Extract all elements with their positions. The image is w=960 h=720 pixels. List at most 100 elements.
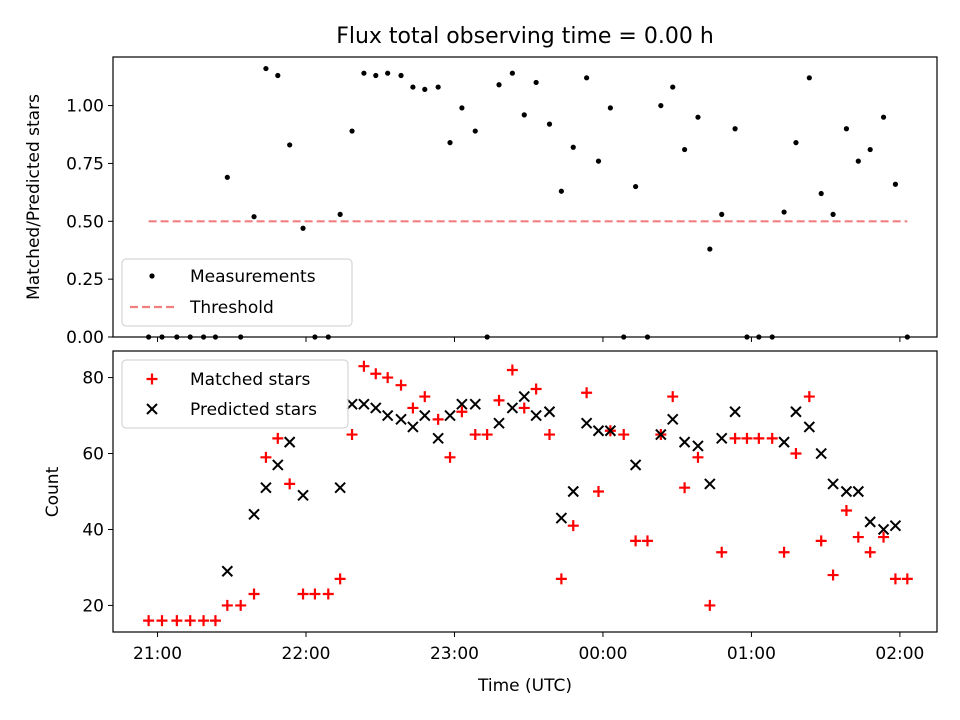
predicted-stars-point xyxy=(877,523,890,536)
predicted-stars-point xyxy=(260,481,272,494)
matched-stars-point xyxy=(864,546,876,558)
measurements-point xyxy=(732,126,738,132)
matched-stars-point xyxy=(235,599,247,611)
matched-stars-point xyxy=(716,546,728,558)
matched-stars-point xyxy=(432,413,444,425)
measurements-point xyxy=(607,105,613,111)
top-plot-frame xyxy=(112,56,938,338)
measurements-point xyxy=(658,102,664,109)
matched-stars-point xyxy=(901,573,913,585)
matched-stars-point xyxy=(790,448,802,460)
predicted-stars-point xyxy=(432,432,444,445)
matched-stars-point xyxy=(284,478,296,490)
matched-stars-point xyxy=(370,368,382,380)
measurements-point xyxy=(447,140,453,146)
predicted-stars-point xyxy=(678,436,691,448)
matched-stars-point xyxy=(766,432,778,444)
predicted-stars-point xyxy=(444,409,456,422)
x-axis-label: Time (UTC) xyxy=(477,676,572,696)
matched-stars-point xyxy=(518,402,530,414)
measurements-point xyxy=(300,225,306,231)
matched-stars-point xyxy=(156,615,168,627)
measurements-point xyxy=(251,214,257,220)
predicted-stars-point xyxy=(716,432,728,445)
matched-stars-point xyxy=(272,432,284,444)
bottom-axes: 20 40 60 80 21:00 22:00 23:00 00:00 01:00 02:00 xyxy=(82,369,924,664)
predicted-stars-point xyxy=(815,447,827,460)
matched-stars-point xyxy=(248,588,260,600)
measurements-point xyxy=(892,181,899,187)
bottom-panel: Count Time (UTC) 20 40 60 80 21:00 22:00 23:00… xyxy=(43,350,938,696)
legend-predicted-marker xyxy=(146,403,158,415)
predicted-stars-point xyxy=(221,565,234,577)
matched-stars-point xyxy=(309,588,321,600)
measurements-point xyxy=(521,112,527,118)
legend-measurements-marker xyxy=(149,273,155,279)
bottom-y-axis-label: Count xyxy=(43,466,63,517)
top-y-tick-label: 0.25 xyxy=(66,270,104,290)
matched-stars-point xyxy=(852,531,864,543)
predicted-stars-point xyxy=(297,489,309,502)
predicted-stars-point xyxy=(840,485,853,498)
measurements-point xyxy=(410,84,416,90)
predicted-stars-point xyxy=(346,398,358,410)
bottom-y-tick-label: 20 xyxy=(82,596,104,616)
bottom-plot-marks xyxy=(143,360,913,627)
measurements-point xyxy=(275,72,281,79)
matched-stars-point xyxy=(209,615,221,627)
measurements-point xyxy=(496,82,502,88)
measurements-point xyxy=(435,84,441,90)
top-y-tick-label: 0.75 xyxy=(66,154,104,174)
predicted-stars-point xyxy=(555,512,568,524)
matched-stars-point xyxy=(407,402,419,414)
top-y-tick-label: 0.50 xyxy=(66,212,104,232)
matched-stars-point xyxy=(641,535,653,547)
measurements-point xyxy=(349,128,355,134)
predicted-stars-point xyxy=(493,417,505,429)
matched-stars-point xyxy=(481,429,493,441)
matched-stars-point xyxy=(753,432,765,444)
chart-title: Flux total observing time = 0.00 h xyxy=(336,24,714,49)
bottom-x-tick-label: 21:00 xyxy=(133,644,182,664)
matched-stars-point xyxy=(889,573,901,585)
predicted-stars-point xyxy=(543,406,556,418)
measurements-point xyxy=(695,114,701,120)
predicted-stars-point xyxy=(407,421,419,433)
measurements-point xyxy=(682,146,688,153)
matched-stars-point xyxy=(878,531,890,543)
matched-stars-point xyxy=(469,429,481,441)
matched-stars-point xyxy=(555,573,567,585)
predicted-stars-point xyxy=(272,459,284,471)
matched-stars-point xyxy=(382,372,394,384)
bottom-x-tick-label: 23:00 xyxy=(430,644,479,664)
matched-stars-point xyxy=(444,451,456,463)
matched-stars-point xyxy=(692,451,704,463)
predicted-stars-point xyxy=(655,428,667,441)
matched-stars-point xyxy=(198,615,210,627)
top-legend-box xyxy=(121,258,353,327)
predicted-stars-point xyxy=(604,425,617,437)
matched-stars-point xyxy=(346,429,358,441)
matched-stars-point xyxy=(803,391,815,403)
measurements-point xyxy=(818,190,824,197)
bottom-x-tick-label: 02:00 xyxy=(875,644,924,664)
measurements-point xyxy=(867,146,873,153)
measurements-point xyxy=(337,211,343,217)
bottom-legend: Matched stars Predicted stars xyxy=(121,359,349,429)
measurements-point xyxy=(633,183,639,190)
predicted-stars-point xyxy=(592,425,605,437)
predicted-stars-point xyxy=(692,440,704,452)
predicted-stars-point xyxy=(864,516,876,528)
matched-stars-point xyxy=(729,432,741,444)
legend-predicted-label: Predicted stars xyxy=(190,400,317,420)
top-y-axis-label: Matched/Predicted stars xyxy=(24,94,44,300)
measurements-point xyxy=(595,158,602,164)
measurements-point xyxy=(422,86,428,92)
bottom-y-tick-label: 40 xyxy=(82,520,104,540)
measurements-point xyxy=(398,72,404,79)
bottom-y-tick-label: 60 xyxy=(82,445,104,465)
measurements-point xyxy=(830,211,836,217)
matched-stars-point xyxy=(395,379,407,391)
matched-stars-point xyxy=(543,429,555,441)
